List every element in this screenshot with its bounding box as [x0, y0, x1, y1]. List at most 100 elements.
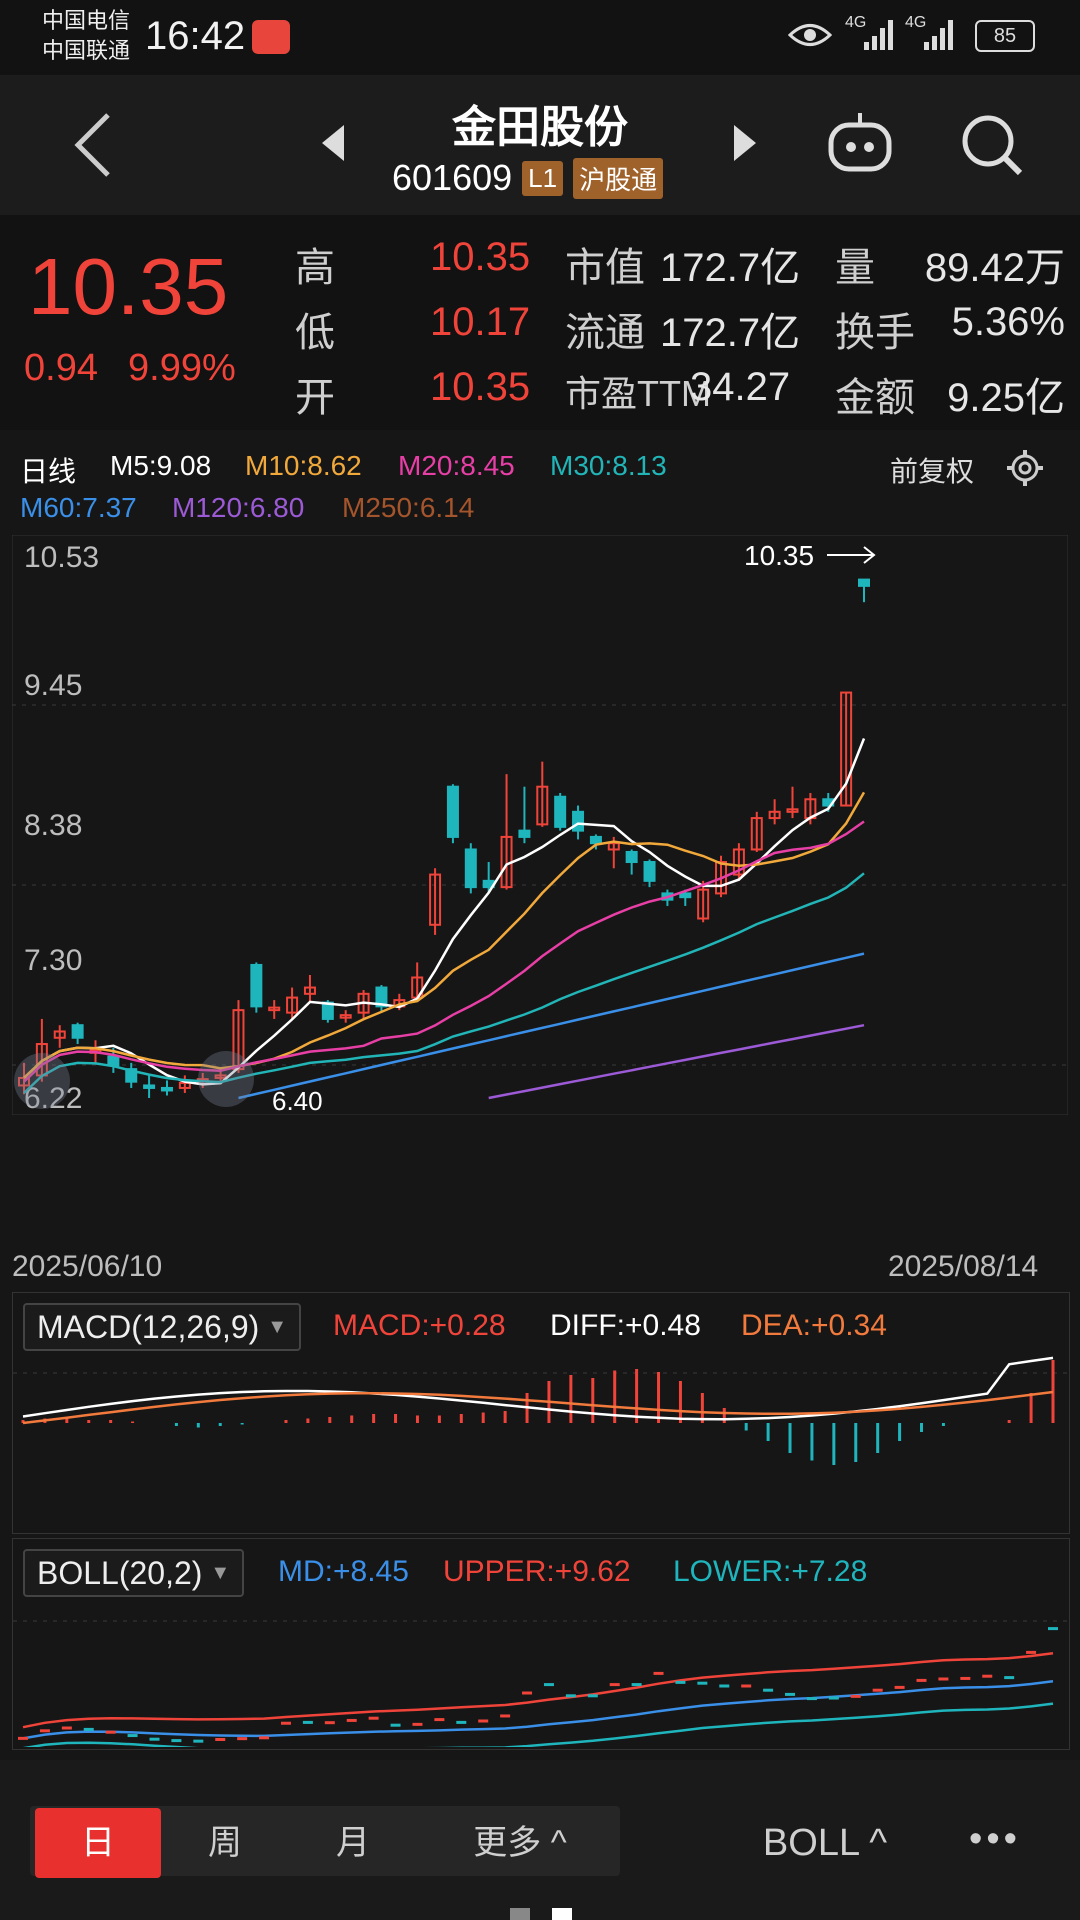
ma60-label: M60:7.37 [20, 492, 137, 523]
open-label: 开 [295, 376, 335, 420]
pe-value: 34.27 [690, 365, 791, 409]
search-icon[interactable] [960, 113, 1026, 179]
boll-lower-line [22, 1702, 1054, 1747]
ma10-line [23, 791, 866, 1079]
candle-body [607, 842, 620, 851]
indicator-selector[interactable]: BOLL ^ [762, 1822, 888, 1864]
candle-body [554, 795, 567, 828]
clock: 16:42 [145, 14, 246, 58]
candle-body [53, 1030, 66, 1039]
low-value: 10.17 [430, 300, 531, 344]
prev-stock-icon[interactable] [318, 123, 348, 163]
scroll-right-handle [198, 1051, 254, 1107]
signal-icon-1 [864, 20, 893, 50]
macd-panel: MACD(12,26,9) ▼ MACD:+0.28 DIFF:+0.48 DE… [12, 1292, 1070, 1534]
back-icon[interactable] [70, 110, 120, 180]
eye-icon [788, 24, 832, 46]
candle-body [715, 861, 728, 895]
candle-body [518, 829, 531, 838]
boll-lower-value: LOWER:+7.28 [673, 1555, 868, 1588]
boll-selector[interactable]: BOLL(20,2) ▼ [23, 1549, 245, 1597]
period-label: 日线 [20, 456, 77, 487]
last-price: 10.35 [28, 242, 229, 331]
y-tick-label: 7.30 [24, 944, 82, 977]
candle-body [572, 810, 585, 832]
nav-indicator [552, 1908, 572, 1920]
robot-assistant-icon[interactable] [825, 107, 895, 177]
boll-panel: BOLL(20,2) ▼ MD:+8.45 UPPER:+9.62 LOWER:… [12, 1538, 1070, 1750]
boll-md-value: MD:+8.45 [278, 1555, 409, 1588]
diff-value: DIFF:+0.48 [550, 1309, 701, 1342]
candle-body [268, 1006, 281, 1012]
next-stock-icon[interactable] [730, 123, 760, 163]
stock-code: 601609 [392, 157, 513, 198]
tab-more[interactable]: 更多 ^ [473, 1824, 567, 1862]
open-value: 10.35 [430, 365, 531, 409]
low-price-marker: 6.40 [272, 1086, 323, 1115]
network-type-1: 4G [845, 14, 867, 31]
y-tick-label: 9.45 [24, 669, 82, 702]
high-label: 高 [295, 246, 335, 290]
ma20-label: M20:8.45 [398, 450, 515, 481]
macd-chart[interactable] [13, 1353, 1069, 1529]
ma10-label: M10:8.62 [245, 450, 362, 481]
date-end: 2025/08/14 [888, 1250, 1039, 1283]
candle-body [250, 963, 263, 1008]
boll-chart[interactable] [13, 1599, 1069, 1747]
status-bar: 中国电信 中国联通 16:42 4G 4G 85 [0, 0, 1080, 75]
bottom-toolbar: 日 周 月 更多 ^ BOLL ^ ••• [0, 1760, 1080, 1920]
y-tick-label: 6.22 [24, 1082, 82, 1115]
candle-body [303, 986, 316, 995]
candle-body [464, 848, 477, 889]
tab-week[interactable]: 周 [208, 1824, 242, 1862]
low-label: 低 [295, 311, 335, 355]
boll-upper-value: UPPER:+9.62 [443, 1555, 631, 1588]
candle-body [125, 1068, 138, 1083]
candle-body [840, 691, 853, 807]
macd-selector[interactable]: MACD(12,26,9) ▼ [23, 1303, 302, 1351]
level-badge: L1 [522, 160, 564, 196]
settings-gear-icon[interactable] [1005, 448, 1045, 488]
ma5-line [23, 738, 866, 1086]
diff-line [22, 1356, 1054, 1421]
ma20-line [23, 820, 865, 1083]
candle-body [589, 835, 602, 845]
carrier-1: 中国电信 [42, 8, 131, 33]
hgt-badge: 沪股通 [573, 157, 664, 199]
macd-selector-label: MACD(12,26,9) [37, 1308, 260, 1345]
candle-body [18, 1076, 30, 1087]
adjust-mode[interactable]: 前复权 [890, 456, 975, 487]
battery-level: 85 [975, 20, 1035, 52]
candle-body [625, 850, 638, 864]
more-options-icon[interactable]: ••• [969, 1818, 1021, 1860]
tab-month[interactable]: 月 [336, 1824, 370, 1862]
app-notification-icon [252, 20, 290, 54]
kline-chart[interactable]: 10.53 9.45 8.38 7.30 6.22 10.35 6.40 [12, 535, 1068, 1115]
candle-body [786, 808, 799, 813]
quote-panel: 10.35 0.94 9.99% 高 10.35 市值 172.7亿 量 89.… [0, 215, 1080, 430]
volume-value: 89.42万 [924, 246, 1065, 290]
tab-day[interactable]: 日 [35, 1808, 161, 1878]
float-value: 172.7亿 [660, 311, 801, 355]
pe-label: 市盈TTM [565, 373, 711, 414]
ma250-label: M250:6.14 [342, 492, 475, 523]
ma5-label: M5:9.08 [110, 450, 212, 481]
turnover-label: 换手 [835, 311, 915, 355]
date-start: 2025/06/10 [12, 1250, 163, 1283]
volume-label: 量 [835, 246, 875, 290]
candle-body [446, 785, 459, 838]
ma30-label: M30:8.13 [550, 450, 667, 481]
candle-body [858, 578, 870, 587]
candle-body [679, 892, 692, 899]
carrier-2: 中国联通 [42, 38, 131, 63]
stock-code-row: 601609 L1 沪股通 [392, 157, 664, 199]
nav-indicator [510, 1908, 530, 1920]
chart-area[interactable]: 日线 M5:9.08 M10:8.62 M20:8.45 M30:8.13 M6… [0, 430, 1080, 1760]
signal-icon-2 [924, 20, 953, 50]
amount-value: 9.25亿 [947, 376, 1065, 420]
amount-label: 金额 [835, 376, 915, 420]
candle-body [286, 996, 299, 1014]
candle-body [768, 810, 781, 820]
candle-body [643, 861, 656, 882]
scroll-left-handle [14, 1053, 70, 1109]
